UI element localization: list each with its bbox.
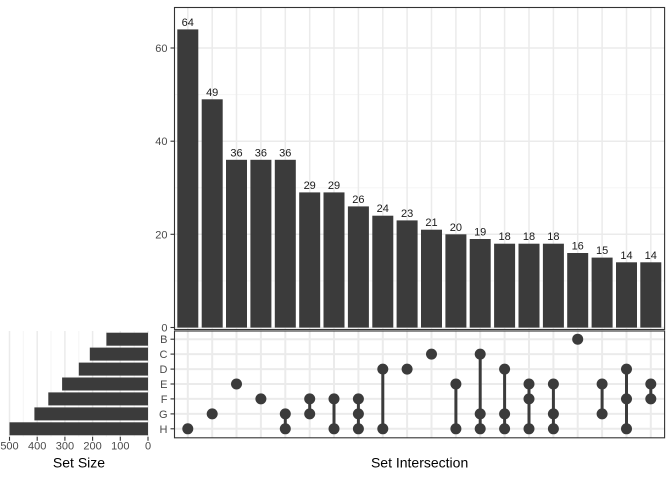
svg-text:40: 40: [155, 136, 167, 148]
svg-text:64: 64: [182, 17, 194, 29]
svg-text:29: 29: [328, 180, 340, 192]
svg-text:500: 500: [0, 441, 18, 453]
svg-text:14: 14: [645, 250, 657, 262]
svg-text:200: 200: [83, 441, 101, 453]
svg-text:36: 36: [279, 147, 291, 159]
svg-text:15: 15: [596, 245, 608, 257]
svg-text:19: 19: [474, 227, 486, 239]
svg-text:49: 49: [206, 87, 218, 99]
svg-text:E: E: [160, 379, 167, 391]
svg-text:24: 24: [377, 203, 389, 215]
svg-text:20: 20: [450, 222, 462, 234]
svg-text:100: 100: [111, 441, 129, 453]
svg-text:21: 21: [425, 217, 437, 229]
svg-text:B: B: [160, 334, 167, 346]
svg-text:C: C: [160, 349, 168, 361]
svg-text:D: D: [160, 364, 168, 376]
svg-text:16: 16: [572, 241, 584, 253]
svg-text:23: 23: [401, 208, 413, 220]
svg-text:29: 29: [304, 180, 316, 192]
svg-text:H: H: [160, 424, 168, 436]
svg-text:0: 0: [145, 441, 151, 453]
svg-text:20: 20: [155, 229, 167, 241]
svg-text:F: F: [161, 394, 168, 406]
svg-text:300: 300: [56, 441, 74, 453]
svg-text:G: G: [159, 409, 168, 421]
svg-text:26: 26: [352, 194, 364, 206]
svg-text:Set Intersection: Set Intersection: [371, 455, 468, 471]
svg-text:18: 18: [523, 231, 535, 243]
svg-text:36: 36: [230, 147, 242, 159]
svg-text:400: 400: [28, 441, 46, 453]
svg-text:18: 18: [547, 231, 559, 243]
svg-text:36: 36: [255, 147, 267, 159]
svg-text:14: 14: [620, 250, 632, 262]
svg-text:0: 0: [161, 323, 167, 335]
svg-text:60: 60: [155, 43, 167, 55]
svg-text:Set Size: Set Size: [53, 455, 105, 471]
svg-text:18: 18: [498, 231, 510, 243]
